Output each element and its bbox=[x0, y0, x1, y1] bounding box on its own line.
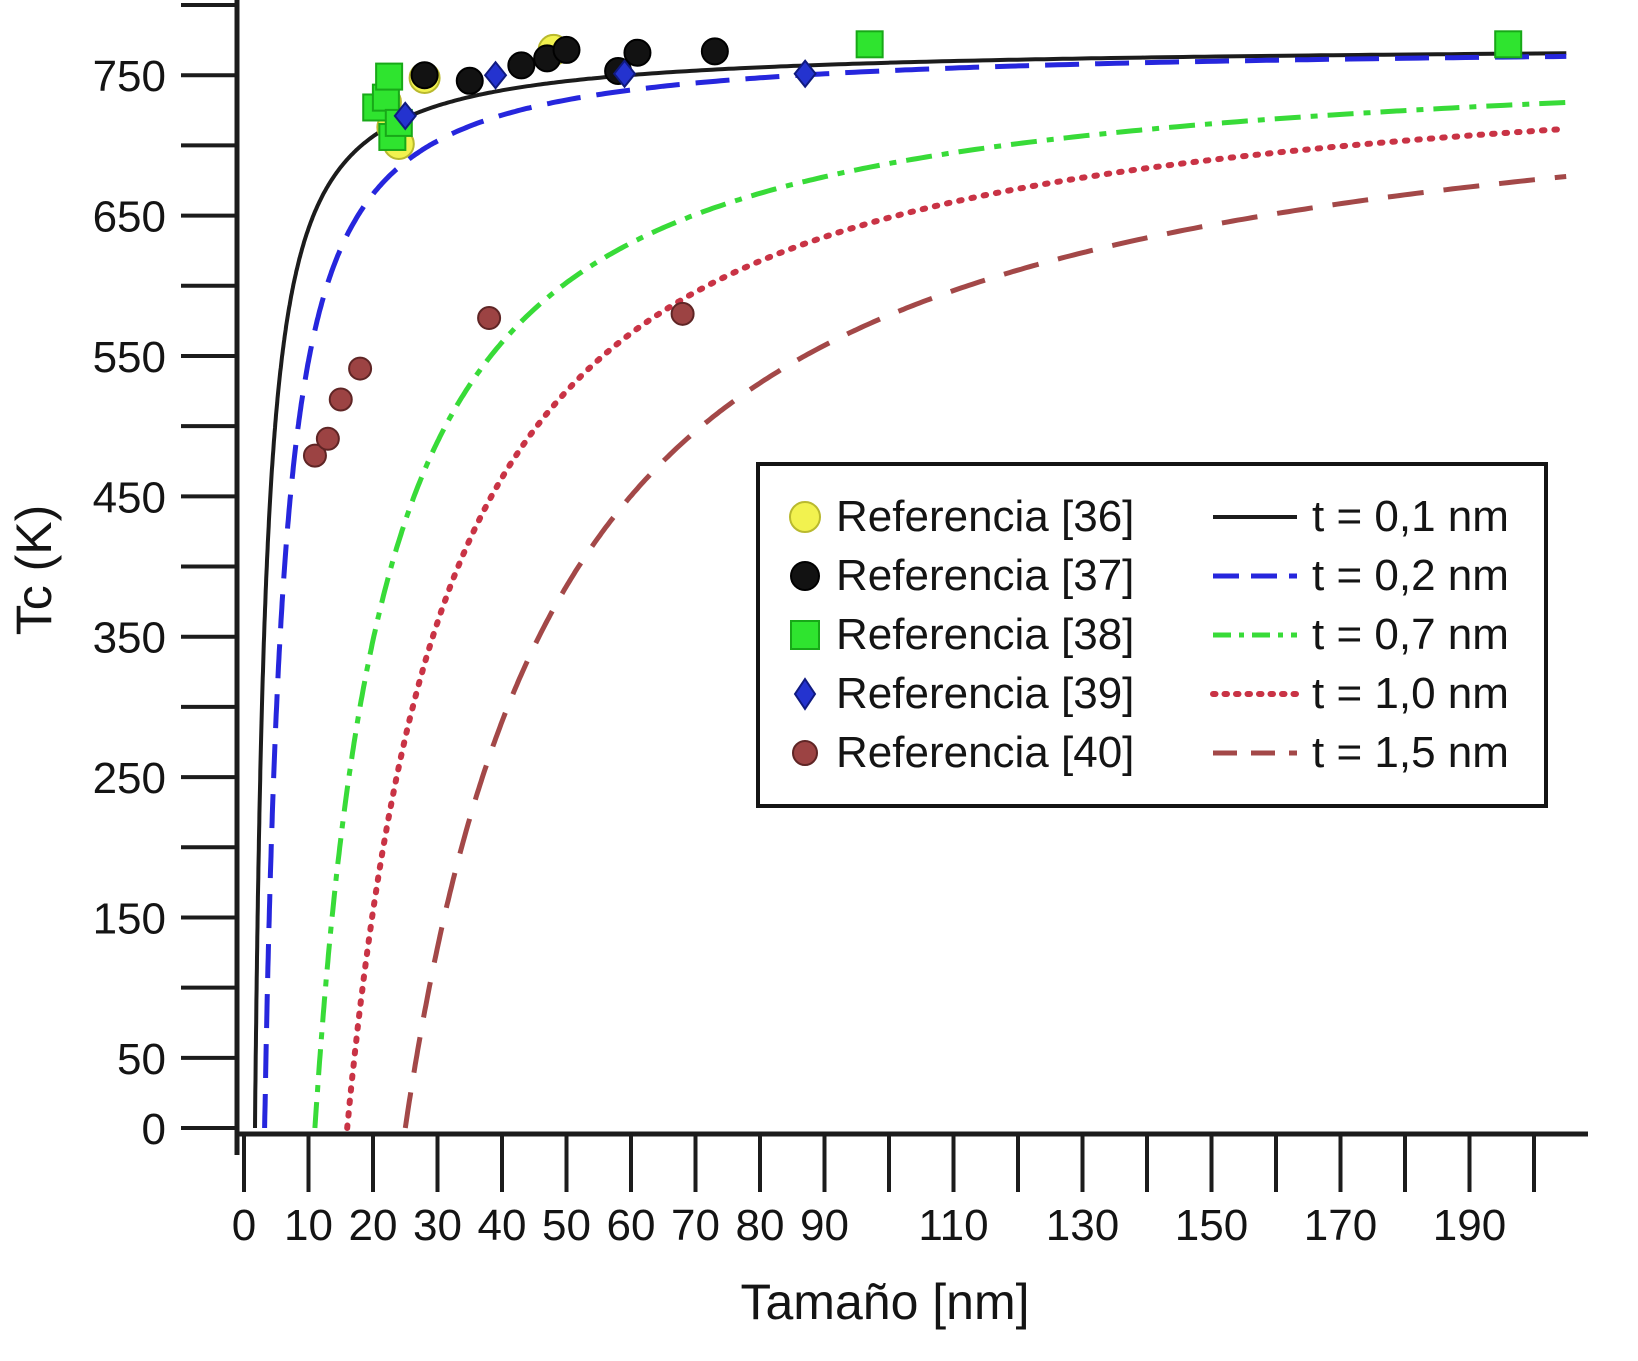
legend-item-ref36: Referencia [36] bbox=[786, 490, 1186, 544]
y-tick-label: 50 bbox=[117, 1035, 166, 1084]
legend-curve-label: t = 1,5 nm bbox=[1312, 728, 1509, 777]
curve-t = 1,5 nm bbox=[402, 174, 1567, 1129]
circle-marker-icon bbox=[789, 501, 821, 533]
curve-t = 0,1 nm bbox=[253, 51, 1567, 1129]
x-tick-label: 60 bbox=[607, 1201, 656, 1250]
x-tick-label: 190 bbox=[1433, 1201, 1506, 1250]
x-tick-label: 130 bbox=[1046, 1201, 1119, 1250]
legend-item-t07: t = 0,7 nm bbox=[1210, 608, 1518, 662]
legend-item-t02: t = 0,2 nm bbox=[1210, 549, 1518, 603]
data-point bbox=[670, 301, 695, 326]
data-point bbox=[302, 443, 327, 468]
y-tick-label: 150 bbox=[93, 894, 166, 943]
y-tick-label: 0 bbox=[142, 1105, 166, 1154]
data-point bbox=[552, 35, 581, 64]
circle-marker-icon bbox=[792, 740, 818, 766]
legend-series-label: Referencia [38] bbox=[836, 610, 1135, 659]
diamond-marker-icon bbox=[793, 677, 817, 711]
data-point bbox=[328, 387, 353, 412]
data-point bbox=[1494, 30, 1523, 59]
y-tick-label: 250 bbox=[93, 754, 166, 803]
circle-marker-icon bbox=[790, 561, 820, 591]
data-point bbox=[483, 60, 508, 90]
dash-dot-line-icon bbox=[1213, 632, 1297, 638]
data-point bbox=[315, 426, 340, 451]
x-tick-label: 40 bbox=[478, 1201, 527, 1250]
data-point bbox=[507, 51, 536, 80]
data-point bbox=[700, 37, 729, 66]
square-marker-icon bbox=[790, 620, 820, 650]
legend-item-ref40: Referencia [40] bbox=[786, 726, 1186, 780]
x-tick-label: 90 bbox=[800, 1201, 849, 1250]
legend-curve-label: t = 0,1 nm bbox=[1312, 492, 1509, 541]
legend-series-column: Referencia [36] Referencia [37] Referenc… bbox=[786, 490, 1186, 780]
x-tick-label: 10 bbox=[284, 1201, 333, 1250]
y-tick-label: 450 bbox=[93, 473, 166, 522]
legend-item-t10: t = 1,0 nm bbox=[1210, 667, 1518, 721]
data-point bbox=[348, 356, 373, 381]
x-tick-label: 50 bbox=[542, 1201, 591, 1250]
data-point bbox=[477, 306, 502, 331]
legend-curve-label: t = 1,0 nm bbox=[1312, 669, 1509, 718]
curve-t = 0,7 nm bbox=[312, 100, 1567, 1129]
curve-t = 1,0 nm bbox=[344, 125, 1570, 1131]
x-tick-label: 150 bbox=[1175, 1201, 1248, 1250]
data-point bbox=[410, 61, 439, 90]
data-point bbox=[623, 38, 652, 67]
y-axis-title: Tc (K) bbox=[6, 504, 62, 636]
y-tick-label: 350 bbox=[93, 614, 166, 663]
dashed-line-icon bbox=[1213, 573, 1297, 579]
data-point bbox=[855, 30, 884, 59]
x-tick-label: 80 bbox=[736, 1201, 785, 1250]
y-tick-label: 650 bbox=[93, 193, 166, 242]
legend-curve-label: t = 0,2 nm bbox=[1312, 551, 1509, 600]
legend-item-ref37: Referencia [37] bbox=[786, 549, 1186, 603]
dotted-line-icon bbox=[1210, 691, 1300, 697]
legend-item-t15: t = 1,5 nm bbox=[1210, 726, 1518, 780]
legend-item-ref39: Referencia [39] bbox=[786, 667, 1186, 721]
legend-series-label: Referencia [40] bbox=[836, 728, 1135, 777]
curve-t = 0,2 nm bbox=[262, 53, 1567, 1129]
x-tick-label: 110 bbox=[918, 1201, 988, 1250]
data-point bbox=[793, 59, 817, 89]
data-point bbox=[375, 62, 404, 91]
y-tick-label: 750 bbox=[93, 52, 166, 101]
x-tick-label: 170 bbox=[1304, 1201, 1377, 1250]
legend-curve-label: t = 0,7 nm bbox=[1312, 610, 1509, 659]
legend-item-t01: t = 0,1 nm bbox=[1210, 490, 1518, 544]
y-tick-label: 550 bbox=[93, 333, 166, 382]
legend-series-label: Referencia [36] bbox=[836, 492, 1135, 541]
x-tick-label: 30 bbox=[413, 1201, 462, 1250]
x-tick-label: 0 bbox=[232, 1201, 256, 1250]
solid-line-icon bbox=[1213, 515, 1297, 519]
legend-series-label: Referencia [39] bbox=[836, 669, 1135, 718]
long-dash-line-icon bbox=[1213, 750, 1297, 756]
x-axis-title: Tamaño [nm] bbox=[740, 1274, 1030, 1330]
legend-curves-column: t = 0,1 nm t = 0,2 nm t = 0,7 nm t = 1,0… bbox=[1210, 490, 1518, 780]
data-point bbox=[612, 59, 637, 89]
data-point bbox=[455, 66, 484, 95]
x-tick-label: 20 bbox=[349, 1201, 398, 1250]
data-point bbox=[393, 101, 417, 131]
x-tick-label: 70 bbox=[671, 1201, 720, 1250]
legend-series-label: Referencia [37] bbox=[836, 551, 1135, 600]
legend: Referencia [36] Referencia [37] Referenc… bbox=[756, 462, 1548, 808]
legend-item-ref38: Referencia [38] bbox=[786, 608, 1186, 662]
